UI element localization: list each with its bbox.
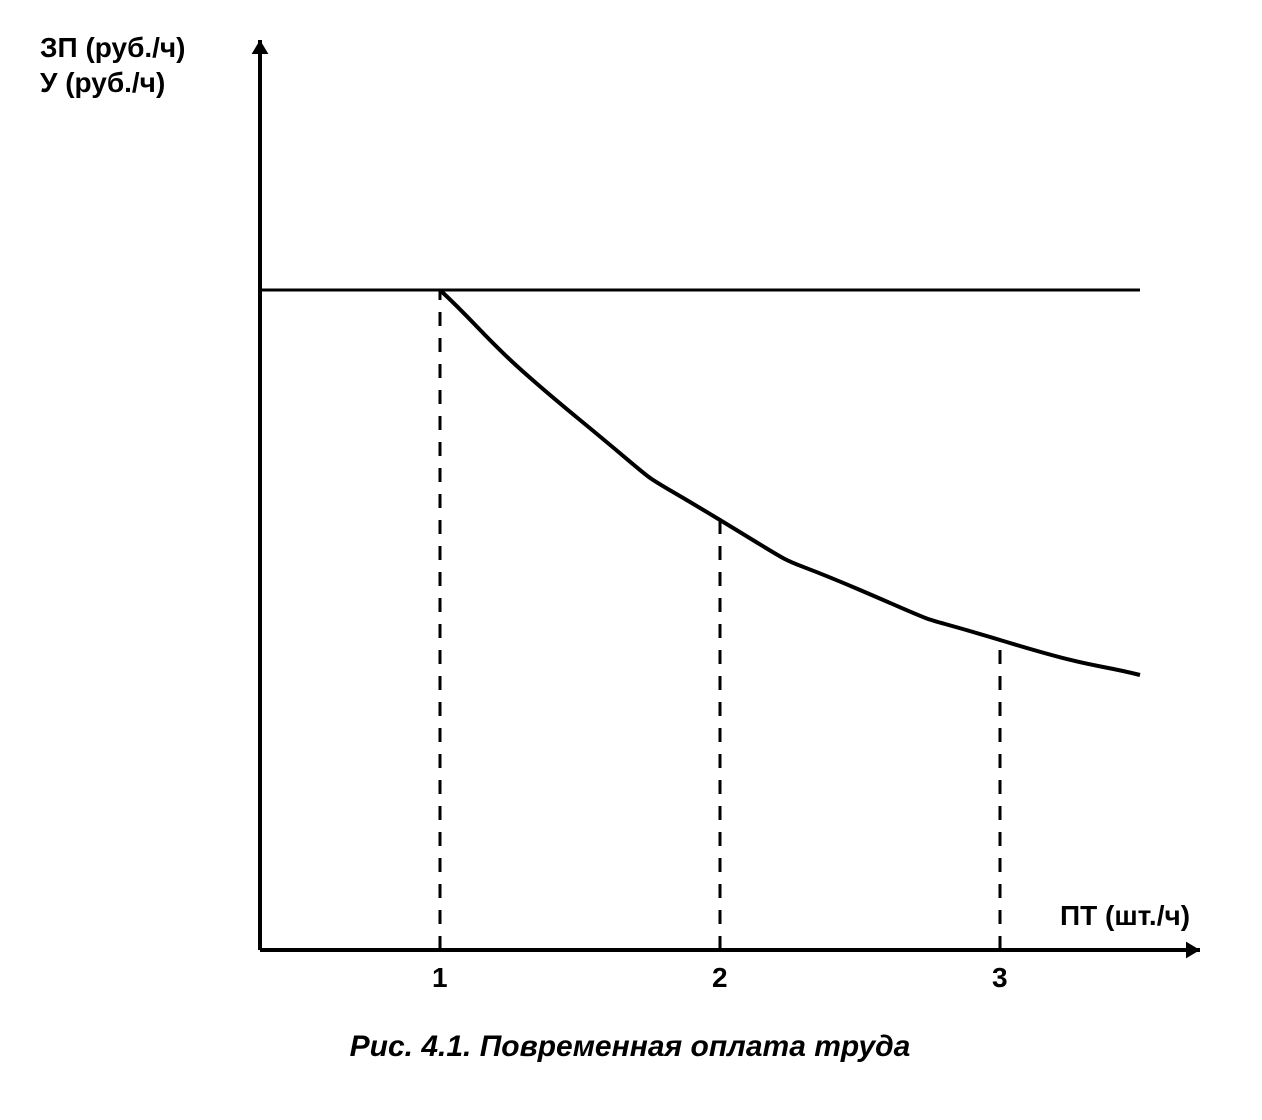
chart-container: ЗП (руб./ч) У (руб./ч) ПТ (шт./ч) 123 Ри… bbox=[40, 30, 1220, 1090]
x-axis-label: ПТ (шт./ч) bbox=[1060, 900, 1190, 932]
x-tick-label: 3 bbox=[992, 962, 1008, 994]
x-tick-label: 2 bbox=[712, 962, 728, 994]
x-tick-label: 1 bbox=[432, 962, 448, 994]
chart-svg bbox=[40, 30, 1220, 1090]
figure-caption: Рис. 4.1. Повременная оплата труда bbox=[40, 1030, 1220, 1064]
